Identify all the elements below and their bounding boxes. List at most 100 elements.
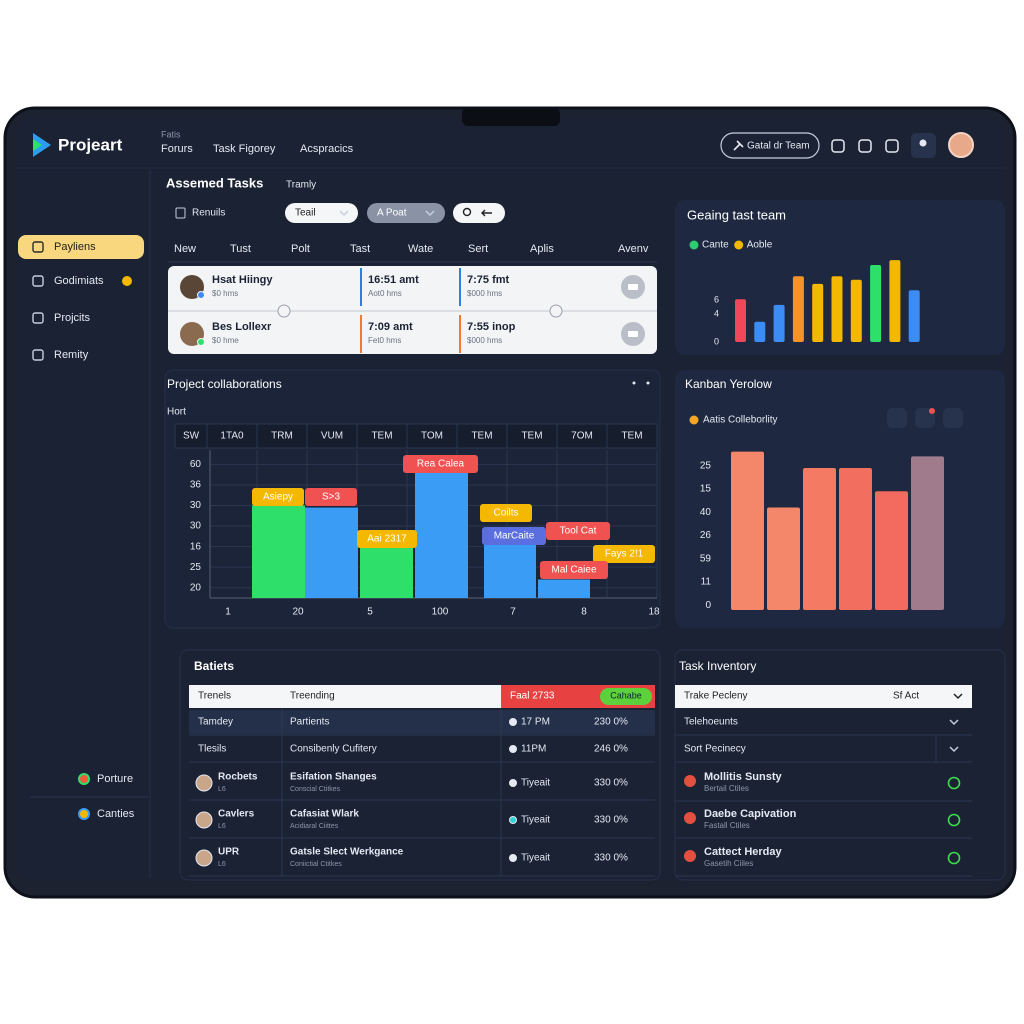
row-handle bbox=[549, 304, 563, 318]
nav-item[interactable]: Task Figorey bbox=[213, 143, 276, 155]
row-percent: 230 0% bbox=[594, 717, 628, 728]
team-button-label[interactable]: Gatal dr Team bbox=[747, 141, 810, 152]
row-avatar bbox=[195, 811, 213, 829]
row-avatar bbox=[195, 774, 213, 792]
sidebar-item[interactable]: Remity bbox=[54, 349, 89, 361]
annotation: Asiepy bbox=[263, 492, 293, 503]
column-cell bbox=[356, 423, 408, 449]
sidebar-footer-item[interactable]: Porture bbox=[97, 773, 133, 785]
team-button[interactable] bbox=[720, 132, 820, 159]
filter-value[interactable]: A Poat bbox=[377, 208, 407, 219]
bar bbox=[731, 451, 764, 610]
group-row[interactable]: Sort Pecinecy bbox=[684, 744, 746, 755]
column-cell bbox=[506, 423, 558, 449]
task-time: 7:09 amt bbox=[368, 321, 413, 333]
time-icon bbox=[509, 779, 517, 787]
bar bbox=[773, 304, 785, 342]
legend-label: Cante bbox=[702, 240, 729, 251]
pin-icon bbox=[733, 140, 744, 151]
bar bbox=[360, 544, 413, 598]
avatar bbox=[948, 132, 974, 158]
bar bbox=[870, 265, 882, 342]
row-task: Gatsle Slect Werkgance bbox=[290, 847, 404, 858]
annotation-tag bbox=[546, 522, 610, 540]
bar bbox=[538, 579, 590, 598]
chart-title: Geaing tast team bbox=[687, 207, 786, 222]
chevron-icon bbox=[339, 210, 349, 217]
y-tick-label: 6 bbox=[714, 294, 719, 304]
row-sub: Coniictial Ctitkes bbox=[290, 861, 342, 868]
panel-tab[interactable]: Tramly bbox=[286, 180, 316, 191]
sidebar-item[interactable]: Payliens bbox=[54, 241, 96, 253]
nav-item[interactable]: Forurs bbox=[161, 143, 193, 155]
chevron-icon bbox=[953, 693, 963, 700]
task-time: 16:51 amt bbox=[368, 274, 419, 286]
header-icon[interactable] bbox=[831, 139, 845, 153]
item-title: Cattect Herday bbox=[704, 846, 783, 858]
y-tick-label: 30 bbox=[190, 521, 202, 532]
sidebar-item[interactable]: Godimiats bbox=[54, 275, 104, 287]
y-tick-label: 25 bbox=[190, 562, 202, 573]
task-time: 7:75 fmt bbox=[467, 274, 510, 286]
column-label: TRM bbox=[271, 431, 293, 442]
task-name: Bes Lollexr bbox=[212, 321, 272, 333]
chevron-icon bbox=[949, 719, 959, 726]
footer-icon bbox=[78, 808, 90, 820]
row-name: UPR bbox=[218, 847, 240, 858]
time-icon bbox=[509, 745, 517, 753]
annotation: Aai 2317 bbox=[367, 534, 407, 545]
row-time: Tiyeait bbox=[521, 815, 550, 826]
row-time: 17 PM bbox=[521, 717, 550, 728]
status-pill bbox=[600, 688, 652, 705]
column-cell bbox=[556, 423, 608, 449]
check-icon bbox=[947, 776, 961, 790]
task-name: Hsat Hiingy bbox=[212, 274, 273, 286]
row-sub: Conscial Ctitkes bbox=[290, 786, 341, 793]
row-percent: 330 0% bbox=[594, 853, 628, 864]
sidebar-item[interactable]: Projcits bbox=[54, 312, 91, 324]
y-tick-label: 60 bbox=[190, 459, 202, 470]
item-title: Mollitis Sunsty bbox=[704, 771, 783, 783]
bar bbox=[889, 260, 901, 342]
item-sub: Bertail Ctiles bbox=[704, 784, 749, 793]
check-icon bbox=[947, 813, 961, 827]
filter-pill[interactable] bbox=[285, 203, 358, 223]
chart-tool[interactable] bbox=[887, 408, 907, 428]
filter-pill[interactable] bbox=[367, 203, 445, 223]
item-sub: Fastall Ctiles bbox=[704, 821, 750, 830]
panel-title: Task Inventory bbox=[679, 659, 756, 673]
nav-item[interactable]: Acspracics bbox=[300, 143, 354, 155]
task-sub: $000 hms bbox=[467, 289, 502, 298]
chart-tool[interactable] bbox=[943, 408, 963, 428]
header-icon[interactable] bbox=[858, 139, 872, 153]
row-percent: 330 0% bbox=[594, 815, 628, 826]
bar bbox=[735, 299, 746, 342]
bar bbox=[305, 507, 358, 598]
y-tick-label: 11 bbox=[701, 577, 712, 588]
status-label: Cahabe bbox=[610, 690, 642, 700]
column-label: TEM bbox=[471, 431, 492, 442]
row-handle bbox=[277, 304, 291, 318]
annotation-tag bbox=[252, 488, 304, 506]
y-tick-label: 4 bbox=[714, 308, 719, 318]
status-dot bbox=[684, 775, 696, 787]
sidebar-footer-item[interactable]: Canties bbox=[97, 808, 135, 820]
row-highlight bbox=[189, 710, 655, 734]
group-row[interactable]: Telehoeunts bbox=[684, 717, 738, 728]
table-header bbox=[189, 685, 501, 708]
time-icon bbox=[509, 854, 517, 862]
annotation-tag bbox=[305, 488, 357, 506]
header-icon[interactable] bbox=[885, 139, 899, 153]
annotation: Fays 2!1 bbox=[605, 549, 644, 560]
column-header: Wate bbox=[408, 243, 433, 255]
column-cell bbox=[406, 423, 458, 449]
task-card bbox=[168, 266, 657, 354]
filter-value[interactable]: Teail bbox=[295, 208, 316, 219]
x-tick-label: 20 bbox=[292, 607, 304, 618]
y-tick-label: 59 bbox=[700, 553, 712, 564]
filter-pill[interactable] bbox=[453, 203, 505, 223]
annotation: Coilts bbox=[493, 508, 518, 519]
row-time: 11PM bbox=[521, 744, 546, 755]
column-header: Sert bbox=[468, 243, 488, 255]
